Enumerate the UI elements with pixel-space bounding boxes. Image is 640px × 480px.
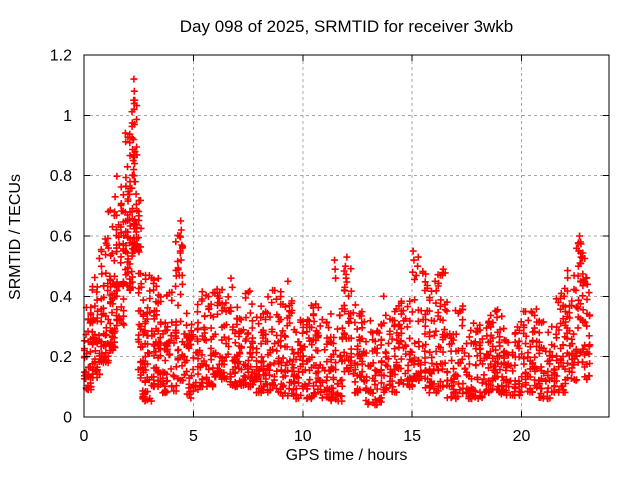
x-tick-label: 5 <box>189 428 198 445</box>
x-tick-label: 10 <box>294 428 312 445</box>
y-tick-label: 1.2 <box>50 48 72 65</box>
x-tick-label: 0 <box>80 428 89 445</box>
tick-marks <box>83 54 609 418</box>
y-tick-label: 0.6 <box>50 229 72 246</box>
x-tick-label: 15 <box>403 428 421 445</box>
x-axis-label: GPS time / hours <box>285 447 408 464</box>
chart-title: Day 098 of 2025, SRMTID for receiver 3wk… <box>179 17 514 36</box>
y-tick-label: 0.2 <box>50 349 72 366</box>
y-tick-label: 0.8 <box>50 168 72 185</box>
scatter-points <box>80 75 594 409</box>
y-tick-label: 0.4 <box>50 289 72 306</box>
x-tick-label: 20 <box>513 428 531 445</box>
grid-lines <box>84 55 609 417</box>
y-tick-label: 0 <box>63 410 72 427</box>
y-tick-label: 1 <box>63 108 72 125</box>
